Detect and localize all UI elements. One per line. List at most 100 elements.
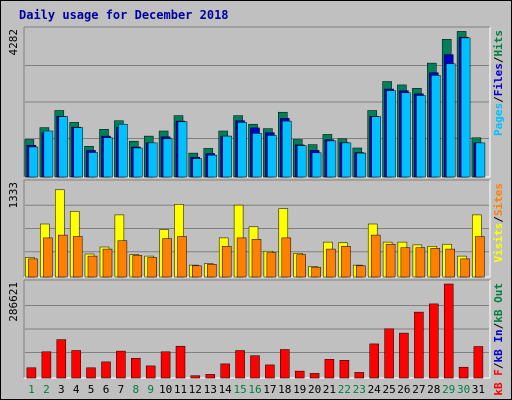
panel-hits-files-pages-legend-item: Files xyxy=(492,63,505,96)
panel-hits-files-pages-legend-item: / xyxy=(492,56,505,63)
bar-pages-day-28 xyxy=(431,75,441,178)
panel-kbytes-legend-item: kB F xyxy=(492,369,505,396)
x-tick-label-day-3: 3 xyxy=(58,383,65,396)
bar-pages-day-14 xyxy=(222,135,232,178)
bar-sites-day-17 xyxy=(266,252,277,278)
x-tick-label-day-23: 23 xyxy=(353,383,366,396)
bar-pages-day-10 xyxy=(162,138,173,178)
bar-kb-f-day-4 xyxy=(71,350,81,379)
bar-pages-day-30 xyxy=(460,37,471,178)
bar-kb-f-day-1 xyxy=(26,367,37,379)
bar-sites-day-12 xyxy=(192,265,202,278)
bar-kb-f-day-19 xyxy=(294,370,305,379)
x-tick-label-day-28: 28 xyxy=(427,383,440,396)
bar-kb-f-day-18 xyxy=(280,349,290,379)
bar-kb-f-day-27 xyxy=(414,311,424,379)
bar-kb-f-day-13 xyxy=(205,374,216,379)
bar-kb-f-day-21 xyxy=(324,359,335,379)
bar-pages-day-4 xyxy=(73,127,83,178)
bar-sites-day-23 xyxy=(356,265,366,278)
bar-kb-f-day-10 xyxy=(160,351,171,379)
bar-sites-day-9 xyxy=(147,257,157,278)
bar-pages-day-24 xyxy=(371,116,381,178)
x-tick-label-day-10: 10 xyxy=(159,383,172,396)
x-tick-label-day-8: 8 xyxy=(132,383,139,396)
panel-visits-sites-legend-item: / xyxy=(492,216,505,223)
bar-sites-day-18 xyxy=(281,237,292,278)
x-tick-label-day-17: 17 xyxy=(263,383,276,396)
panel-kbytes-legend: kB F/kB In/kB Out xyxy=(492,283,505,396)
x-tick-label-day-1: 1 xyxy=(28,383,35,396)
x-tick-label-day-12: 12 xyxy=(189,383,202,396)
panel-hits-files-pages-legend-item: Hits xyxy=(492,30,505,57)
bar-kb-f-day-24 xyxy=(369,343,379,379)
bar-kb-f-day-15 xyxy=(235,350,245,379)
bar-sites-day-15 xyxy=(236,237,247,278)
bar-pages-day-25 xyxy=(386,90,396,178)
bar-pages-day-19 xyxy=(296,145,307,178)
bar-pages-day-6 xyxy=(103,137,113,178)
bar-kb-f-day-30 xyxy=(458,366,469,379)
x-tick-label-day-6: 6 xyxy=(103,383,110,396)
bar-kb-f-day-22 xyxy=(339,360,350,379)
bar-pages-day-15 xyxy=(237,122,247,178)
panel-visits-sites-legend-item: Visits xyxy=(492,223,505,263)
x-tick-label-day-14: 14 xyxy=(219,383,233,396)
bar-pages-day-27 xyxy=(416,95,426,178)
x-tick-label-day-22: 22 xyxy=(338,383,351,396)
x-tick-label-day-15: 15 xyxy=(233,383,246,396)
bar-sites-day-26 xyxy=(400,247,411,278)
bar-sites-day-6 xyxy=(102,248,113,278)
bar-kb-f-day-29 xyxy=(443,283,454,379)
bar-kb-f-day-17 xyxy=(265,364,275,379)
bar-sites-day-29 xyxy=(445,248,455,278)
bar-sites-day-10 xyxy=(162,238,172,278)
bar-pages-day-17 xyxy=(267,135,277,178)
bar-kb-f-day-2 xyxy=(41,351,52,379)
x-tick-label-day-29: 29 xyxy=(442,383,455,396)
x-tick-label-day-2: 2 xyxy=(43,383,50,396)
bar-kb-f-day-20 xyxy=(309,373,320,379)
panel-visits-sites-ymax-label: 1333 xyxy=(7,182,20,209)
bar-pages-day-18 xyxy=(282,120,292,178)
panel-hits-files-pages-ymax-label: 4282 xyxy=(7,29,20,56)
x-tick-label-day-26: 26 xyxy=(397,383,410,396)
x-tick-label-day-4: 4 xyxy=(73,383,80,396)
bar-kb-f-day-16 xyxy=(250,355,260,379)
bar-kb-f-day-12 xyxy=(190,375,201,379)
x-tick-label-day-16: 16 xyxy=(248,383,261,396)
panel-hits-files-pages-legend-item: Pages xyxy=(492,103,505,136)
bar-sites-day-13 xyxy=(207,264,217,278)
x-tick-label-day-21: 21 xyxy=(323,383,336,396)
bar-sites-day-21 xyxy=(326,248,336,278)
bar-sites-day-5 xyxy=(87,255,98,278)
bar-pages-day-23 xyxy=(356,152,367,178)
x-tick-label-day-31: 31 xyxy=(472,383,485,396)
x-tick-label-day-20: 20 xyxy=(308,383,321,396)
bar-kb-f-day-26 xyxy=(399,332,409,379)
chart-title: Daily usage for December 2018 xyxy=(19,8,229,22)
bar-pages-day-13 xyxy=(207,154,218,178)
bar-sites-day-3 xyxy=(58,234,68,278)
panel-kbytes-legend-item: kB Out xyxy=(492,283,505,323)
bar-pages-day-26 xyxy=(401,92,411,178)
bar-pages-day-20 xyxy=(311,152,322,178)
x-tick-label-day-9: 9 xyxy=(147,383,154,396)
bar-kb-f-day-6 xyxy=(101,361,111,379)
bar-sites-day-28 xyxy=(430,248,441,278)
bar-sites-day-1 xyxy=(28,258,38,278)
bar-sites-day-4 xyxy=(72,236,83,278)
bar-kb-f-day-11 xyxy=(175,345,186,379)
bar-pages-day-9 xyxy=(147,142,158,178)
bar-pages-day-7 xyxy=(118,123,128,178)
bar-kb-f-day-5 xyxy=(86,367,96,379)
bar-pages-day-11 xyxy=(177,121,188,178)
bar-sites-day-27 xyxy=(415,247,426,278)
x-tick-label-day-27: 27 xyxy=(412,383,425,396)
x-tick-label-day-18: 18 xyxy=(278,383,291,396)
panel-kbytes-legend-item: / xyxy=(492,362,505,369)
bar-sites-day-22 xyxy=(341,246,351,278)
bar-sites-day-8 xyxy=(132,255,143,278)
bar-sites-day-31 xyxy=(475,236,485,278)
